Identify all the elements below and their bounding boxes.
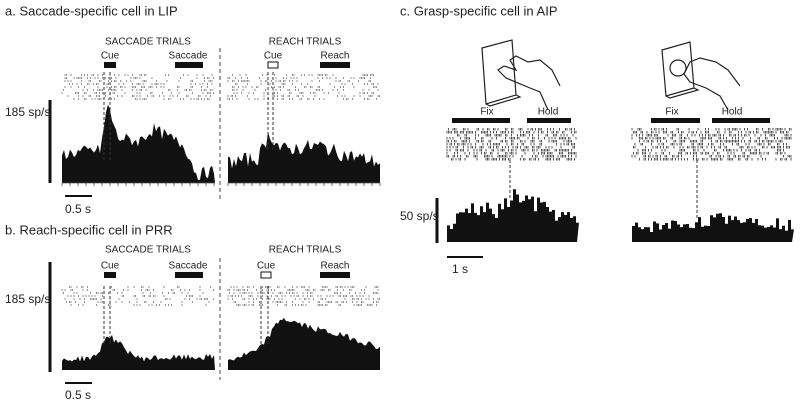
fix-bar <box>651 118 700 123</box>
hold-bar <box>712 118 770 123</box>
condition-header: SACCADE TRIALS <box>105 245 191 256</box>
raster <box>631 128 792 161</box>
raster <box>446 128 577 161</box>
scale-label: 185 sp/s <box>5 292 50 306</box>
psth <box>632 213 794 242</box>
condition-header: REACH TRIALS <box>269 245 342 256</box>
cue-label: Cue <box>257 261 276 272</box>
cue-label: Cue <box>264 51 283 62</box>
cue-bar <box>104 62 116 68</box>
grasp-illustration <box>481 39 561 111</box>
event-label: Saccade <box>169 261 208 272</box>
condition-header: REACH TRIALS <box>269 37 342 48</box>
cue-label: Cue <box>101 51 120 62</box>
fix-label: Fix <box>665 107 678 118</box>
psth <box>62 104 215 183</box>
raster <box>227 286 380 306</box>
panel-title: a. Saccade-specific cell in LIP <box>5 3 178 18</box>
time-label: 0.5 s <box>65 388 91 402</box>
condition-header: SACCADE TRIALS <box>105 37 191 48</box>
raster <box>61 286 214 306</box>
event-bar <box>320 272 350 278</box>
time-label: 1 s <box>452 262 468 276</box>
scale-label: 50 sp/s <box>400 209 439 223</box>
fix-bar <box>452 118 510 123</box>
event-bar <box>175 272 203 278</box>
panel-title: c. Grasp-specific cell in AIP <box>400 3 558 18</box>
psth <box>447 189 579 242</box>
hold-bar <box>527 118 571 123</box>
panel-title: b. Reach-specific cell in PRR <box>5 222 173 237</box>
cue-bar <box>267 61 279 69</box>
time-label: 0.5 s <box>65 202 91 216</box>
time-axis <box>61 182 215 186</box>
scale-label: 185 sp/s <box>5 105 50 119</box>
psth <box>228 131 380 183</box>
psth <box>62 334 215 370</box>
grasp-illustration <box>661 41 741 111</box>
hold-label: Hold <box>722 107 743 118</box>
event-label: Saccade <box>169 51 208 62</box>
event-bar <box>175 62 203 68</box>
psth <box>228 317 380 370</box>
event-label: Reach <box>321 261 350 272</box>
fix-label: Fix <box>480 107 493 118</box>
event-bar <box>320 62 350 68</box>
cue-label: Cue <box>101 261 120 272</box>
raster <box>227 74 380 100</box>
cue-bar <box>260 271 272 279</box>
hold-label: Hold <box>538 107 559 118</box>
event-label: Reach <box>321 51 350 62</box>
cue-bar <box>104 272 116 278</box>
raster <box>61 74 214 100</box>
time-axis <box>227 182 381 186</box>
